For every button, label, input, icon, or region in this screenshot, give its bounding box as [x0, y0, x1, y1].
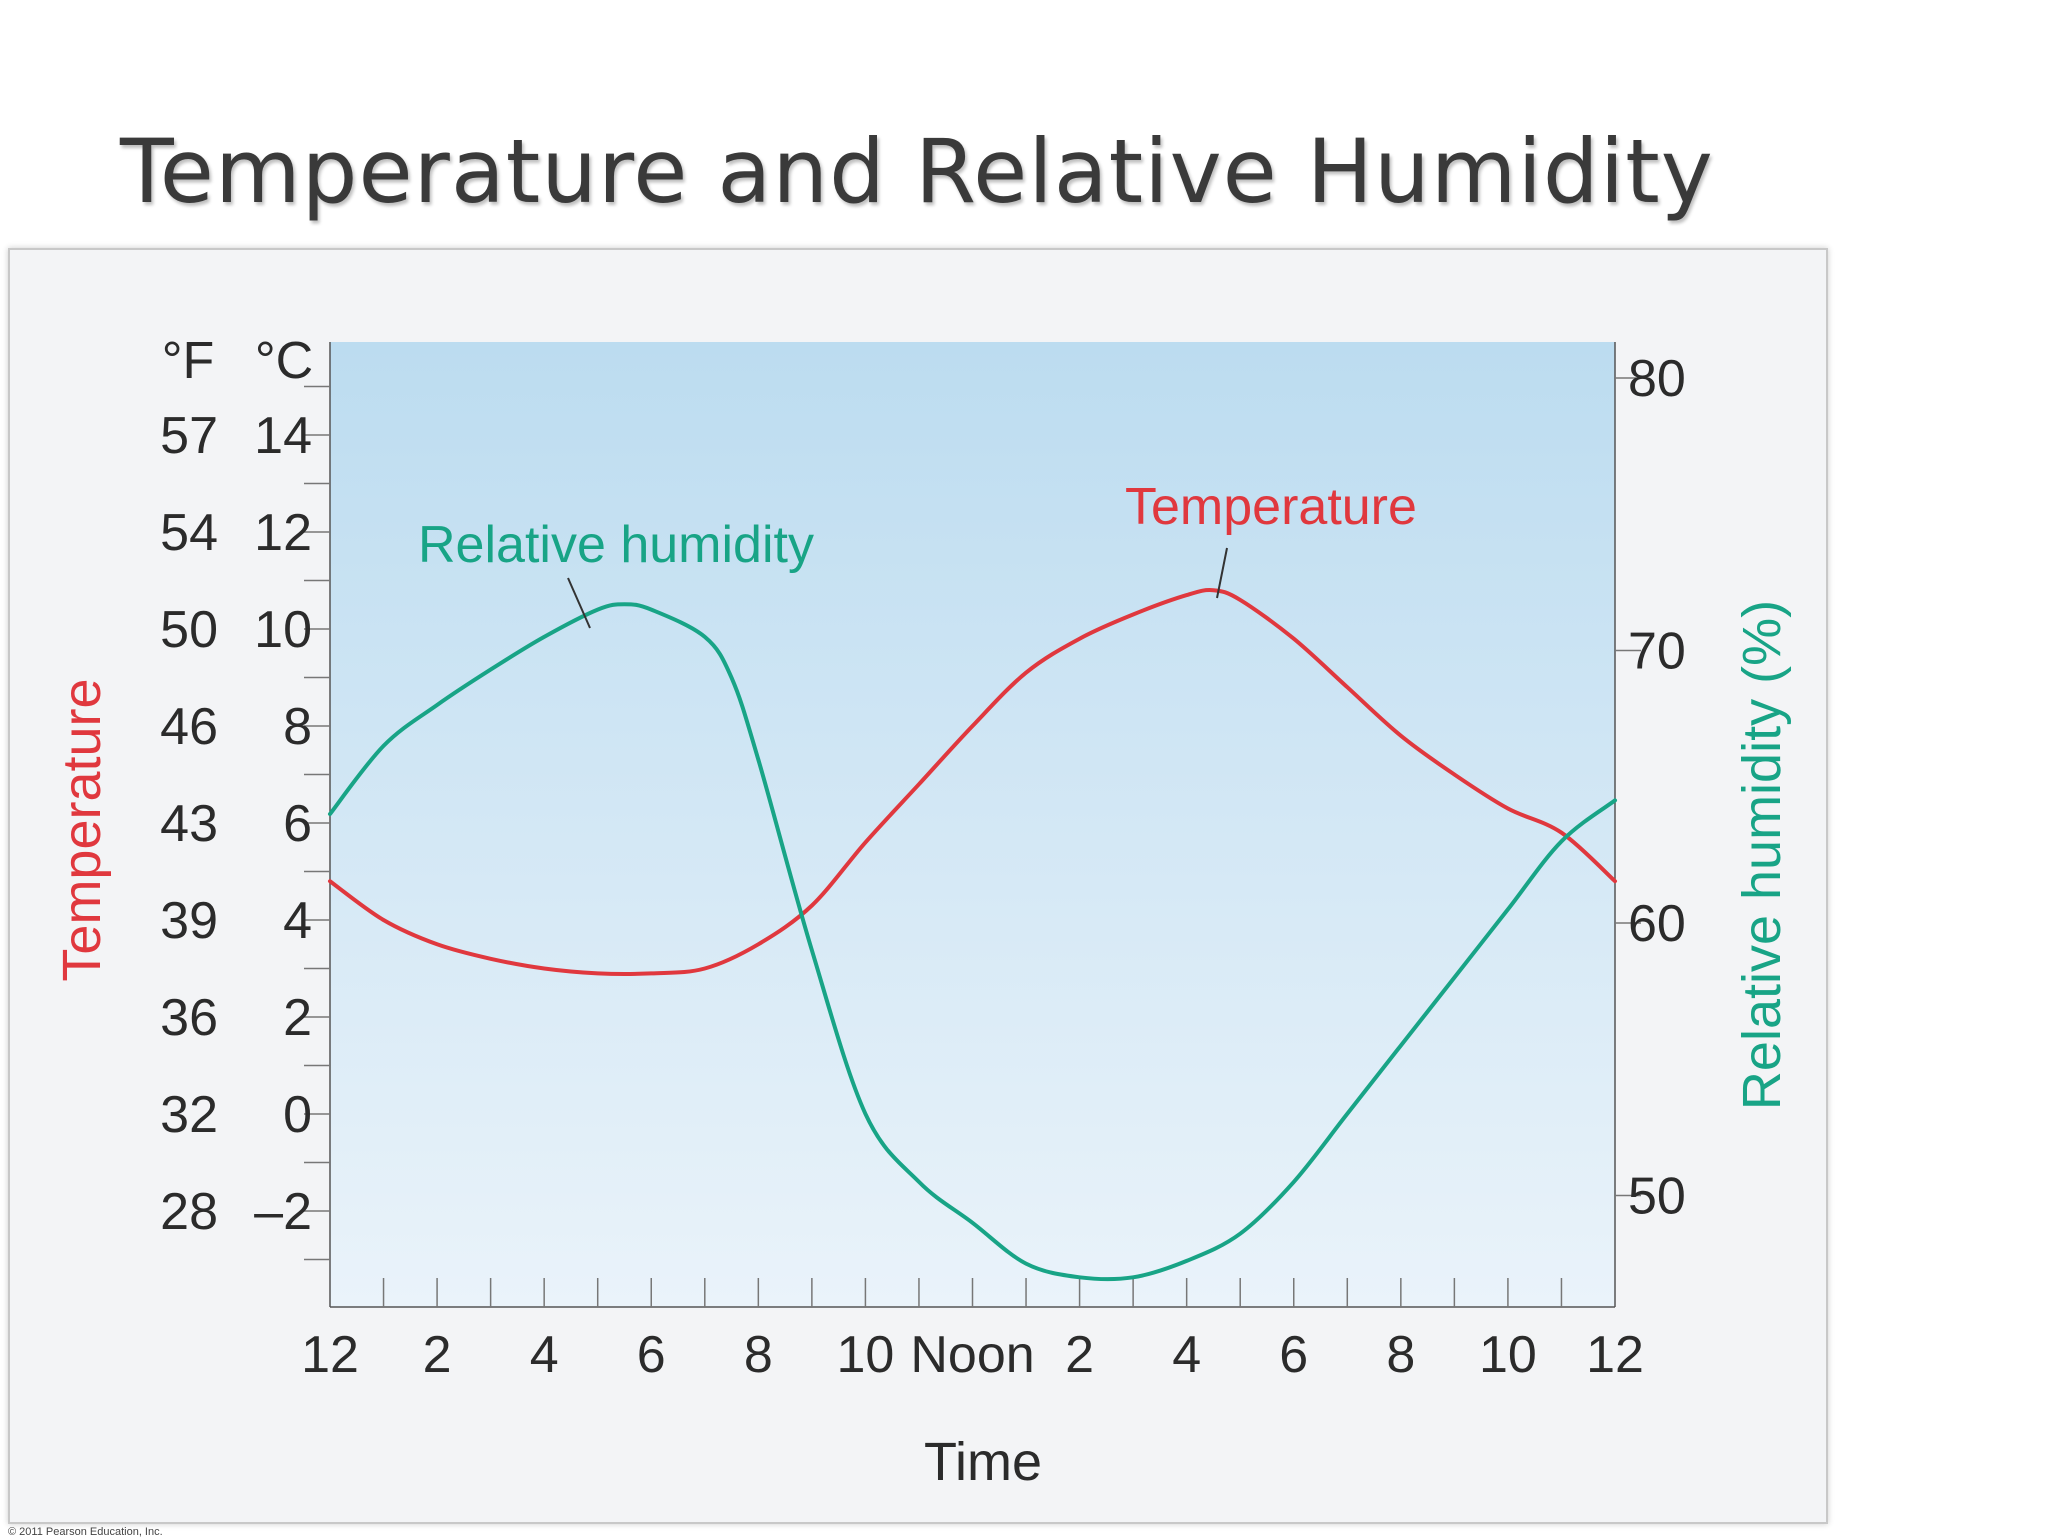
x-tick-label: 2 — [1065, 1326, 1094, 1384]
right-tick-label: 80 — [1628, 350, 1686, 408]
x-tick-label: 4 — [1172, 1326, 1201, 1384]
x-tick-label: 8 — [1386, 1326, 1415, 1384]
left-tick-label-f: 50 — [160, 601, 218, 659]
left-tick-label-f: 57 — [160, 407, 218, 465]
left-tick-label-c: 0 — [283, 1086, 312, 1144]
left-tick-label-c: 10 — [254, 601, 312, 659]
temperature-line — [328, 588, 1617, 976]
right-axis: 80 70 60 50 — [1614, 342, 1686, 1307]
relative-humidity-line — [328, 602, 1617, 1282]
right-axis-label: Relative humidity (%) — [1732, 600, 1792, 1110]
x-tick-label: 8 — [744, 1326, 773, 1384]
right-tick-label: 50 — [1628, 1168, 1686, 1226]
right-tick-label: 60 — [1628, 895, 1686, 953]
annotation-relative-humidity-pointer — [567, 577, 591, 629]
left-tick-label-c: 2 — [283, 989, 312, 1047]
annotation-temperature: Temperature — [1125, 478, 1417, 536]
left-tick-label-c: 6 — [283, 795, 312, 853]
slide-title: Temperature and Relative Humidity — [120, 120, 1714, 223]
x-tick-label: 4 — [530, 1326, 559, 1384]
x-tick-label: 10 — [1479, 1326, 1537, 1384]
left-tick-label-f: 39 — [160, 892, 218, 950]
left-unit-header-f: °F — [162, 332, 215, 390]
left-tick-label-f: 43 — [160, 795, 218, 853]
left-tick-label-c: –2 — [254, 1183, 312, 1241]
annotation-relative-humidity: Relative humidity — [418, 516, 814, 574]
copyright-note: © 2011 Pearson Education, Inc. — [8, 1526, 163, 1538]
left-tick-label-c: 4 — [283, 892, 312, 950]
x-tick-label: Noon — [910, 1326, 1034, 1384]
left-tick-label-c: 12 — [254, 504, 312, 562]
left-unit-header-c: °C — [255, 332, 313, 390]
right-tick-label: 70 — [1628, 623, 1686, 681]
left-axis-label: Temperature — [52, 678, 112, 981]
x-tick-label: 6 — [637, 1326, 666, 1384]
series-layer — [328, 588, 1617, 1282]
left-tick-label-c: 8 — [283, 698, 312, 756]
x-tick-label: 12 — [1586, 1326, 1644, 1384]
left-tick-label-f: 54 — [160, 504, 218, 562]
left-tick-label-f: 36 — [160, 989, 218, 1047]
x-axis: 12 2 4 6 8 10 Noon 2 4 6 8 10 12 — [301, 1278, 1644, 1384]
left-axis: 14 57 12 54 10 50 8 46 6 43 4 39 2 36 0 32 –2 28 — [160, 342, 331, 1307]
left-tick-label-f: 46 — [160, 698, 218, 756]
x-tick-label: 12 — [301, 1326, 359, 1384]
x-tick-label: 2 — [423, 1326, 452, 1384]
left-tick-label-f: 28 — [160, 1183, 218, 1241]
x-axis-label: Time — [924, 1432, 1042, 1492]
plot-area — [330, 342, 1615, 1307]
left-tick-label-c: 14 — [254, 407, 312, 465]
x-tick-label: 6 — [1279, 1326, 1308, 1384]
left-tick-label-f: 32 — [160, 1086, 218, 1144]
x-tick-label: 10 — [836, 1326, 894, 1384]
annotation-temperature-pointer — [1216, 547, 1228, 599]
